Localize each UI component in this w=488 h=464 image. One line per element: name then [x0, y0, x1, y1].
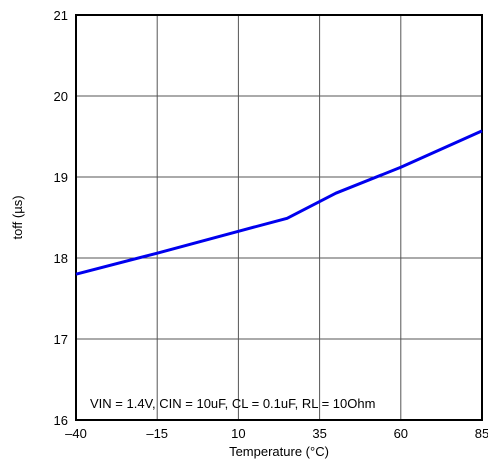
y-tick-label: 20 [54, 89, 68, 104]
y-tick-label: 16 [54, 413, 68, 428]
y-tick-labels: 16 17 18 19 20 21 [54, 8, 68, 428]
x-tick-label: 35 [312, 426, 326, 441]
y-tick-label: 21 [54, 8, 68, 23]
x-axis-title: Temperature (°C) [229, 444, 329, 459]
x-tick-label: –15 [146, 426, 168, 441]
x-tick-label: –40 [65, 426, 87, 441]
x-tick-label: 10 [231, 426, 245, 441]
series-line [75, 129, 483, 276]
series-group [75, 129, 483, 276]
x-tick-label: 60 [394, 426, 408, 441]
x-tick-label: 85 [475, 426, 488, 441]
y-axis-title: toff (µs) [10, 195, 25, 239]
x-tick-labels: –40 –15 10 35 60 85 [65, 426, 488, 441]
y-tick-label: 18 [54, 251, 68, 266]
y-tick-label: 19 [54, 170, 68, 185]
plot-frame [75, 14, 483, 421]
y-tick-label: 17 [54, 332, 68, 347]
grid-lines [76, 15, 482, 420]
conditions-annotation: VIN = 1.4V, CIN = 10uF, CL = 0.1uF, RL =… [90, 396, 375, 411]
